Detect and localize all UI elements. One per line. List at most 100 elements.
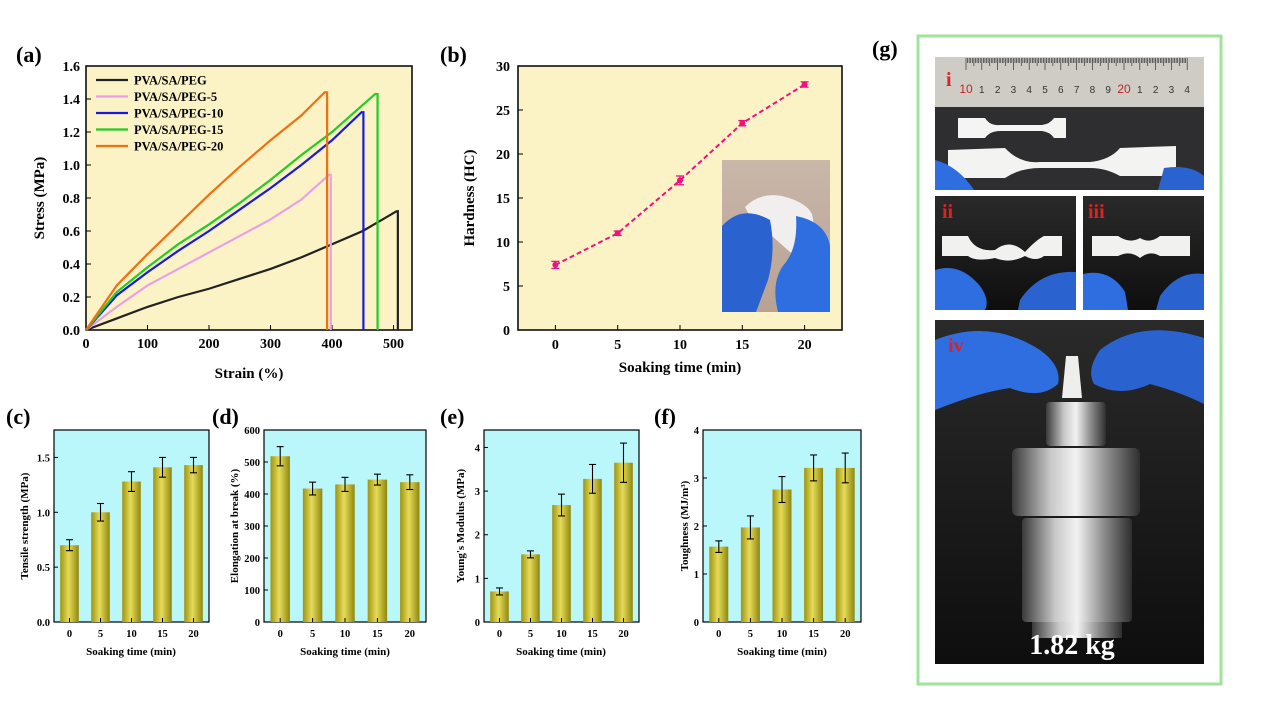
axes-a: 0 100 200 300 400 500 0.0 0.2 0.4 0.6 0.8 1.0 1.2 1.4…	[63, 60, 405, 352]
ruler-number: 3	[1169, 85, 1175, 96]
x-tick-label: 15	[808, 629, 819, 640]
panel-label-e: (e)	[440, 404, 464, 429]
ruler-number: 1	[1137, 85, 1143, 96]
y-tick-label: 0	[475, 618, 480, 629]
bar-20	[184, 465, 203, 622]
data-point	[801, 81, 808, 88]
y-tick-label: 3	[694, 474, 699, 485]
weight-knurled-band	[1012, 448, 1140, 516]
y-tick-label: 30	[496, 60, 510, 75]
bar-15	[153, 467, 172, 622]
weight-body	[1022, 518, 1132, 622]
legend-label-4: PVA/SA/PEG-20	[134, 140, 223, 154]
ylabel-d: Elongation at break (%)	[229, 468, 241, 583]
y-tick-label: 2	[694, 522, 699, 533]
xlabel-b: Soaking time (min)	[619, 360, 742, 376]
x-tick-label: 5	[614, 338, 621, 353]
ruler-number: 5	[1042, 85, 1048, 96]
bar-10	[772, 489, 792, 622]
y-tick-label: 1.5	[37, 453, 50, 464]
x-tick-label: 5	[748, 629, 753, 640]
panel-d: (d) 0 100 200 300 400 500 600 0 5 10 15 20 Soaking …	[212, 404, 427, 658]
panel-e: (e) 0 1 2 3 4 0 5 10 15 20 Soaking time (min) You…	[440, 404, 640, 658]
bar-5	[91, 512, 110, 622]
x-tick-label: 0	[552, 338, 559, 353]
photo-iv: 1.82 kg iv	[935, 320, 1204, 664]
x-tick-label: 200	[199, 337, 220, 352]
x-tick-label: 15	[157, 629, 168, 640]
panel-label-g: (g)	[872, 36, 898, 61]
panel-a: (a) 0 100 200 300 400 500 0.0 0.2 0.4 0.6 0.8 1.0 1.…	[16, 42, 413, 382]
y-tick-label: 1.4	[63, 93, 81, 108]
series-line-4	[85, 91, 329, 331]
photo-iv-glove-left	[935, 331, 1059, 410]
x-tick-label: 15	[735, 338, 749, 353]
x-tick-label: 10	[126, 629, 137, 640]
x-tick-label: 20	[188, 629, 199, 640]
panel-label-a: (a)	[16, 42, 42, 67]
legend-label-3: PVA/SA/PEG-15	[134, 123, 223, 137]
y-tick-label: 0	[255, 618, 260, 629]
hardness-line	[554, 83, 806, 266]
bar-20	[400, 482, 420, 622]
y-tick-label: 100	[244, 586, 260, 597]
x-tick-label: 0	[716, 629, 721, 640]
inset-glove-left	[722, 213, 773, 312]
weight-base	[1032, 622, 1122, 638]
y-tick-label: 1	[475, 574, 480, 585]
ruler	[935, 57, 1204, 107]
ylabel-e: Young's Modulus (MPa)	[455, 469, 467, 584]
specimen-knotted	[1092, 236, 1190, 258]
xlabel-d: Soaking time (min)	[300, 646, 390, 658]
ruler-number: 7	[1074, 85, 1080, 96]
x-tick-label: 10	[340, 629, 351, 640]
inset-glove-right	[775, 216, 830, 312]
bar-10	[122, 481, 141, 622]
ruler-number: 4	[1184, 85, 1190, 96]
x-tick-label: 15	[587, 629, 598, 640]
specimen-twisted	[942, 236, 1062, 261]
ruler-number: 6	[1058, 85, 1064, 96]
x-tick-label: 15	[372, 629, 383, 640]
bar-20	[614, 462, 633, 622]
x-tick-label: 20	[405, 629, 416, 640]
photo-iii-glove-left	[1083, 272, 1128, 310]
photo-label-iv: iv	[948, 335, 964, 357]
series-line-1	[85, 173, 332, 331]
data-point	[677, 177, 683, 184]
x-tick-label: 100	[137, 337, 158, 352]
x-tick-label: 300	[260, 337, 281, 352]
x-tick-label: 10	[673, 338, 687, 353]
photo-ii-glove-right	[1018, 271, 1076, 310]
legend-a: PVA/SA/PEG PVA/SA/PEG-5 PVA/SA/PEG-10 PVA/S…	[96, 74, 223, 154]
y-tick-label: 1.6	[63, 60, 81, 75]
ruler-number: 10	[959, 82, 973, 96]
x-tick-label: 500	[383, 337, 404, 352]
series-b	[551, 81, 809, 270]
y-tick-label: 0.0	[37, 618, 50, 629]
y-tick-label: 0.0	[63, 324, 81, 339]
photo-ii: ii	[935, 196, 1076, 310]
x-tick-label: 5	[98, 629, 103, 640]
bars-f: 0 1 2 3 4 0 5 10 15 20	[694, 426, 855, 640]
xlabel-e: Soaking time (min)	[516, 646, 606, 658]
y-tick-label: 600	[244, 426, 260, 437]
panel-c: (c) 0.0 0.5 1.0 1.5 0 5 10 15 20 Soaking time (m…	[6, 404, 210, 658]
x-tick-label: 20	[840, 629, 851, 640]
x-tick-label: 10	[777, 629, 788, 640]
series-a	[85, 91, 399, 332]
series-line-3	[85, 92, 379, 331]
x-tick-label: 10	[556, 629, 567, 640]
photo-i-glove-left	[935, 160, 974, 190]
bar-0	[60, 545, 79, 622]
y-tick-label: 1.0	[37, 508, 50, 519]
panel-label-f: (f)	[654, 404, 676, 429]
ruler-number: 20	[1117, 82, 1131, 96]
panel-label-b: (b)	[440, 42, 467, 67]
x-tick-label: 0	[497, 629, 502, 640]
series-line-0	[85, 210, 399, 332]
inset-photo-b	[722, 160, 830, 312]
bar-15	[583, 478, 602, 622]
panel-label-c: (c)	[6, 404, 30, 429]
photo-label-ii: ii	[942, 201, 954, 223]
